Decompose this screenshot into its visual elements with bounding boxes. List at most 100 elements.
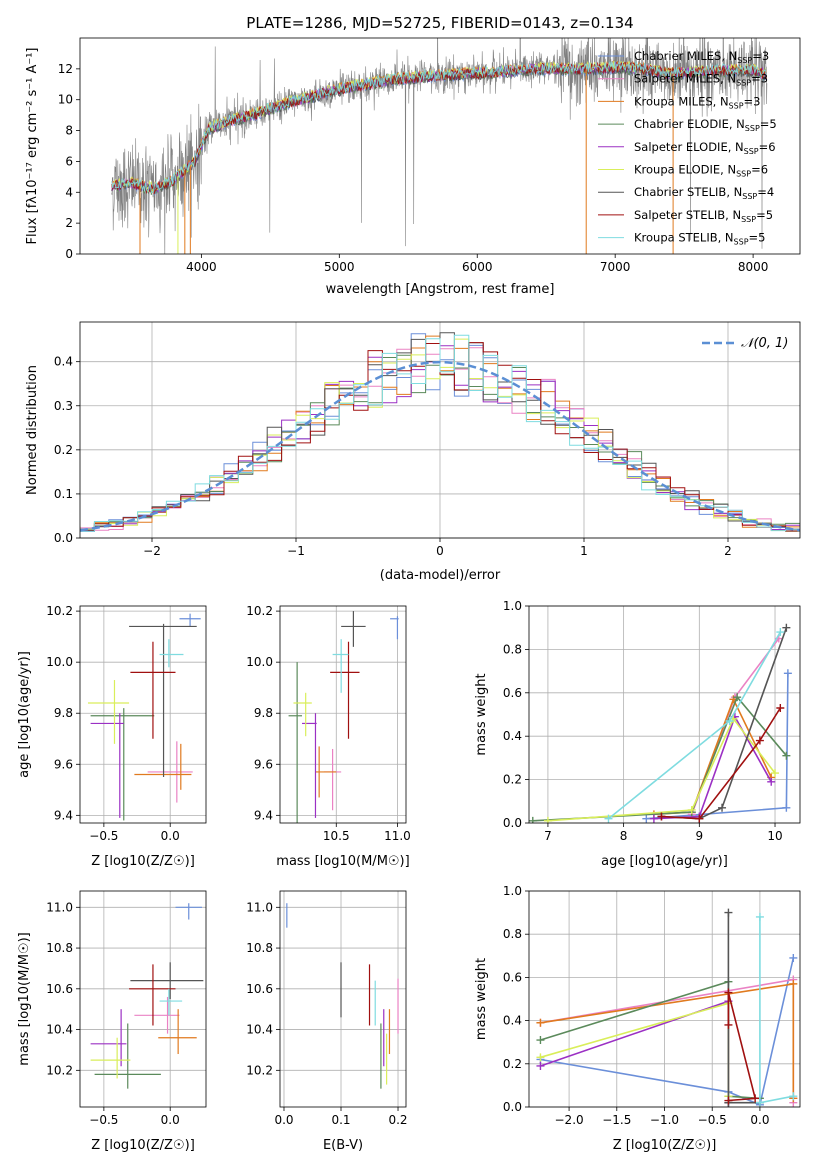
series-line — [532, 695, 788, 822]
series-marker — [536, 1053, 545, 1062]
y-axis-label: age [log10(age/yr)] — [17, 651, 32, 778]
mass-vs-ebv-panel: 0.0 0.1 0.2 10.2 10.4 10.6 10.8 11.0 E(B-V) — [246, 890, 408, 1153]
y-tick-label: 1.0 — [503, 599, 522, 613]
x-tick-label: 0.1 — [331, 1113, 350, 1127]
x-tick-label: 0.2 — [388, 1113, 407, 1127]
x-tick-label: −1.5 — [602, 1113, 631, 1127]
y-tick-label: 0.4 — [503, 1014, 522, 1028]
model-spectrum — [111, 60, 767, 194]
series-marker — [782, 623, 791, 632]
x-axis-label: Z [log10(Z/Z☉)] — [91, 1138, 195, 1153]
y-tick-label: 0.4 — [503, 729, 522, 743]
series-marker — [536, 1061, 545, 1070]
series-marker — [649, 814, 658, 823]
x-tick-label: 10 — [767, 829, 782, 843]
axes-frame — [79, 605, 207, 824]
series-marker — [782, 803, 791, 812]
observed-spectrum — [111, 38, 768, 254]
y-axis-label: Normed distribution — [25, 365, 40, 495]
series-marker — [642, 814, 651, 823]
x-tick-label: 0 — [436, 544, 444, 558]
legend-subscript: SSP — [737, 56, 752, 65]
legend-subscript: SSP — [742, 192, 757, 201]
y-tick-label: 4 — [65, 185, 73, 199]
legend-count: =3 — [751, 72, 768, 86]
series-marker — [687, 805, 696, 814]
residuals-panel: −2 −1 0 1 2 0.0 0.1 0.2 0.3 0.4 (data-model)/error… — [25, 321, 801, 583]
legend-entry: 𝒩(0, 1) — [741, 336, 788, 351]
legend-entry: Salpeter ELODIE, NSSP=6 — [634, 140, 776, 156]
massweight-vs-age-panel: 7 8 9 10 0.0 0.2 0.4 0.6 0.8 1.0 age [log10(age/yr… — [474, 599, 801, 869]
y-tick-label: 9.8 — [254, 706, 273, 720]
series-marker — [782, 751, 791, 760]
x-tick-label: 9 — [696, 829, 704, 843]
legend-count: =3 — [744, 94, 761, 108]
y-tick-label: 0.1 — [54, 487, 73, 501]
y-tick-label: 10.2 — [246, 1063, 273, 1077]
spectrum-panel: 4000 5000 6000 7000 8000 0 2 4 6 8 10 12 wavelength … — [25, 37, 801, 297]
y-axis-label: mass weight — [474, 673, 489, 755]
series-marker — [695, 814, 704, 823]
x-axis-label: Z [log10(Z/Z☉)] — [91, 854, 195, 869]
y-tick-label: 10.6 — [46, 982, 73, 996]
legend-count: =4 — [757, 185, 774, 199]
series-marker — [771, 769, 780, 778]
errorbar-plot-area — [87, 613, 201, 821]
y-tick-label: 10.2 — [46, 1063, 73, 1077]
series-marker — [751, 1094, 760, 1103]
series-marker — [543, 816, 552, 823]
y-tick-label: 10.2 — [246, 604, 273, 618]
legend-count: =3 — [752, 49, 769, 63]
x-tick-label: 11.0 — [384, 829, 411, 843]
legend-subscript: SSP — [729, 101, 744, 110]
y-tick-label: 0.0 — [503, 816, 522, 830]
x-tick-label: −2.0 — [555, 1113, 584, 1127]
legend-entry: Chabrier STELIB, NSSP=4 — [634, 185, 774, 201]
y-tick-label: 1.0 — [503, 884, 522, 898]
residuals-plot-area — [80, 332, 800, 532]
y-tick-label: 0.8 — [503, 927, 522, 941]
age-vs-Z-panel: −0.5 0.0 9.4 9.6 9.8 10.0 10.2 Z [log10(Z/Z☉)] a… — [17, 604, 207, 869]
series-marker — [724, 908, 733, 917]
y-tick-label: 6 — [65, 154, 73, 168]
x-axis-label: (data-model)/error — [380, 568, 501, 583]
series-marker — [529, 816, 537, 823]
legend-count: =5 — [756, 208, 773, 222]
series-line — [727, 912, 760, 1104]
axes-frame — [528, 890, 801, 1108]
x-tick-label: −1 — [287, 544, 305, 558]
axes-frame — [79, 890, 207, 1108]
axes-frame — [79, 321, 801, 539]
x-axis-label: age [log10(age/yr)] — [601, 854, 728, 869]
legend-subscript: SSP — [736, 170, 751, 179]
x-tick-label: 6000 — [462, 260, 493, 274]
y-tick-label: 0.4 — [54, 355, 73, 369]
x-tick-label: 7 — [544, 829, 552, 843]
y-axis-label: Flux [fλ10⁻¹⁷ erg cm⁻² s⁻¹ A⁻¹] — [25, 48, 40, 245]
y-tick-label: 12 — [58, 62, 73, 76]
x-tick-label: −1.0 — [650, 1113, 679, 1127]
x-tick-label: 0.0 — [161, 1113, 180, 1127]
legend-subscript: SSP — [744, 147, 759, 156]
y-tick-label: 2 — [65, 216, 73, 230]
normal-curve — [80, 360, 800, 532]
errorbar-plot-area — [288, 611, 399, 823]
x-tick-label: 0.0 — [274, 1113, 293, 1127]
y-tick-label: 10.8 — [246, 941, 273, 955]
y-tick-label: 11.0 — [46, 900, 73, 914]
x-tick-label: 5000 — [324, 260, 355, 274]
x-tick-label: 10.5 — [323, 829, 350, 843]
y-tick-label: 9.4 — [254, 808, 273, 822]
series-marker — [767, 777, 776, 786]
y-tick-label: 10 — [58, 93, 73, 107]
x-tick-label: 8000 — [738, 260, 769, 274]
x-tick-label: −0.5 — [89, 1113, 118, 1127]
x-tick-label: 1 — [580, 544, 588, 558]
histogram-series — [80, 334, 800, 532]
series-marker — [733, 693, 742, 702]
y-tick-label: 0.8 — [503, 642, 522, 656]
series-marker — [755, 736, 764, 745]
series-marker — [789, 1092, 798, 1101]
series-marker — [718, 803, 727, 812]
